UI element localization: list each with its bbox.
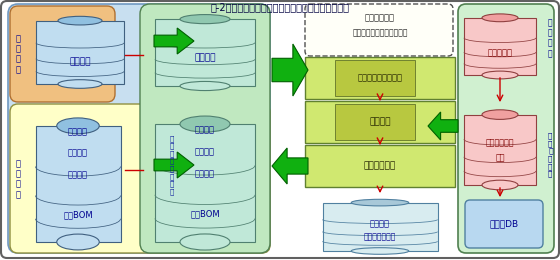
Text: 売上実績: 売上実績: [69, 57, 91, 67]
Polygon shape: [154, 28, 194, 54]
Text: 工程情報: 工程情報: [195, 170, 215, 179]
Ellipse shape: [180, 15, 230, 24]
Text: 標準BOM: 標準BOM: [190, 210, 220, 218]
Ellipse shape: [180, 234, 230, 250]
FancyBboxPatch shape: [458, 4, 554, 253]
Text: 実績単価: 実績単価: [68, 127, 88, 136]
Text: 会
計
 シ
ス
テ
ム: 会 計 シ ス テ ム: [547, 133, 553, 177]
Ellipse shape: [57, 118, 99, 134]
Ellipse shape: [180, 81, 230, 90]
Bar: [305, 101, 455, 143]
Ellipse shape: [58, 80, 102, 88]
Ellipse shape: [180, 116, 230, 132]
Text: 工程情報: 工程情報: [68, 171, 88, 179]
Text: 減価償却費: 減価償却費: [488, 49, 512, 57]
Bar: [464, 115, 536, 185]
Bar: [323, 203, 437, 251]
Bar: [305, 145, 455, 187]
Text: 標準能率: 標準能率: [195, 147, 215, 157]
Polygon shape: [154, 152, 194, 178]
Text: 図-2　改善後の予算編成（標準原価算出）システム: 図-2 改善後の予算編成（標準原価算出）システム: [211, 3, 349, 12]
Text: 予
算
情
報
作
成
処
理: 予 算 情 報 作 成 処 理: [170, 135, 174, 195]
Text: 作業能率: 作業能率: [68, 148, 88, 158]
Text: 販売計画: 販売計画: [194, 54, 216, 62]
Ellipse shape: [482, 180, 518, 190]
FancyBboxPatch shape: [10, 104, 270, 253]
Text: 固
定
資
産: 固 定 資 産: [548, 18, 552, 58]
Text: 配賦計算: 配賦計算: [369, 118, 391, 127]
Text: 販
売
管
理: 販 売 管 理: [16, 34, 21, 74]
Text: 実際BOM: 実際BOM: [63, 211, 93, 219]
Polygon shape: [428, 112, 458, 140]
Ellipse shape: [482, 14, 518, 22]
Text: 目的別DB: 目的別DB: [489, 219, 519, 229]
Ellipse shape: [482, 110, 518, 119]
Text: 標準原価: 標準原価: [370, 219, 390, 229]
Polygon shape: [272, 44, 308, 96]
Bar: [155, 124, 255, 242]
Bar: [464, 18, 536, 75]
Text: 標準単価: 標準単価: [195, 126, 215, 134]
FancyBboxPatch shape: [10, 6, 115, 102]
Ellipse shape: [482, 71, 518, 79]
Ellipse shape: [351, 248, 409, 254]
Bar: [35, 126, 120, 242]
FancyBboxPatch shape: [465, 200, 543, 248]
Text: 生産計画〜売上予想: 生産計画〜売上予想: [357, 74, 403, 82]
Bar: [36, 21, 124, 84]
Text: 〈標準原価〉: 〈標準原価〉: [365, 14, 395, 23]
Bar: [155, 19, 255, 86]
Polygon shape: [272, 148, 308, 184]
Ellipse shape: [58, 16, 102, 25]
Ellipse shape: [57, 234, 99, 250]
Bar: [335, 104, 415, 140]
FancyBboxPatch shape: [140, 4, 270, 253]
Ellipse shape: [351, 199, 409, 206]
Text: （収益シミュレーション）: （収益シミュレーション）: [352, 29, 408, 37]
Bar: [335, 60, 415, 96]
Bar: [305, 57, 455, 99]
Text: 標準原価計算: 標準原価計算: [364, 161, 396, 171]
Text: 予算: 予算: [495, 153, 505, 162]
FancyBboxPatch shape: [8, 4, 270, 253]
Text: 部門別営業損益: 部門別営業損益: [364, 232, 396, 242]
FancyBboxPatch shape: [305, 4, 453, 56]
Text: 労務費・経費: 労務費・経費: [486, 139, 514, 147]
Text: 生
産
管
理: 生 産 管 理: [16, 159, 21, 199]
